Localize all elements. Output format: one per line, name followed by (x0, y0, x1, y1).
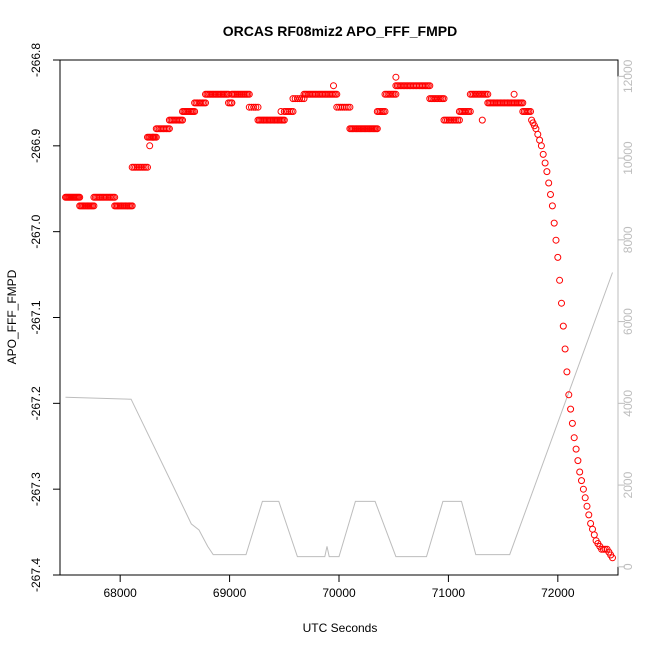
y-axis-label: APO_FFF_FMPD (5, 269, 19, 364)
x-tick-label: 72000 (541, 586, 575, 600)
data-point (583, 502, 591, 510)
data-point (578, 477, 585, 485)
data-point (289, 95, 297, 103)
y2-tick-label: 10000 (621, 141, 635, 175)
data-point (333, 90, 341, 98)
data-point (554, 253, 562, 261)
data-point (296, 95, 304, 103)
data-point (574, 457, 582, 465)
y-tick-label: -267.3 (29, 472, 43, 506)
data-point (179, 116, 186, 124)
data-point (373, 125, 381, 133)
data-point (280, 116, 288, 124)
data-point (579, 485, 587, 493)
data-point (552, 236, 560, 244)
data-point (568, 419, 576, 427)
data-point (558, 299, 565, 307)
data-point (330, 82, 337, 90)
altitude-line (65, 272, 613, 558)
data-point (570, 434, 578, 442)
data-point (510, 90, 518, 98)
data-point (576, 468, 584, 476)
data-point (609, 554, 616, 562)
x-tick-label: 69000 (213, 586, 247, 600)
data-point (550, 219, 558, 227)
data-point (128, 202, 136, 210)
data-point (572, 445, 580, 453)
data-point (547, 191, 554, 198)
data-point (563, 368, 571, 376)
data-point (440, 95, 448, 103)
data-point (561, 345, 569, 353)
data-point (484, 90, 492, 98)
data-point (289, 108, 297, 115)
data-point (392, 73, 400, 81)
data-point (146, 142, 154, 150)
data-point (252, 103, 260, 111)
data-point (291, 95, 299, 103)
y-tick-label: -266.8 (29, 43, 43, 77)
y-tick-label: -267.2 (29, 386, 43, 420)
data-point (581, 494, 589, 502)
data-point (556, 276, 564, 284)
y2-tick-label: 12000 (621, 59, 635, 93)
data-point (342, 103, 350, 111)
x-tick-label: 68000 (103, 586, 137, 600)
data-point (298, 95, 306, 103)
x-tick-label: 70000 (322, 586, 356, 600)
data-point (277, 108, 285, 115)
data-point (545, 179, 553, 187)
data-point (426, 82, 434, 90)
altitude-layer (65, 272, 613, 558)
axes-layer: 68000 69000 70000 71000 72000 -267.4 -267.3 -26… (29, 43, 635, 600)
y2-tick-label: 0 (621, 563, 635, 570)
data-point (539, 150, 547, 158)
data-point (585, 511, 593, 519)
data-point (76, 193, 84, 201)
data-point (527, 108, 534, 115)
data-point (519, 99, 527, 107)
data-point (559, 322, 567, 330)
data-point (250, 103, 258, 111)
data-point (165, 125, 173, 133)
points-layer (62, 73, 616, 562)
data-point (152, 133, 160, 141)
data-point (111, 193, 119, 201)
data-point (455, 116, 463, 124)
data-point (144, 163, 151, 171)
data-point (346, 103, 354, 111)
y-tick-label: -267.4 (29, 558, 43, 592)
y-tick-label: -266.9 (29, 128, 43, 162)
data-point (202, 99, 209, 107)
data-point (541, 159, 549, 167)
data-point (254, 103, 262, 111)
data-point (478, 116, 486, 124)
data-point (537, 142, 545, 150)
data-point (90, 202, 98, 210)
data-point (293, 95, 301, 103)
y2-tick-label: 8000 (621, 226, 635, 253)
data-point (466, 108, 474, 115)
data-point (543, 168, 551, 176)
data-point (381, 108, 389, 115)
data-point (392, 90, 400, 98)
x-axis-label: UTC Seconds (303, 621, 378, 635)
y2-tick-label: 6000 (621, 308, 635, 335)
data-point (565, 391, 573, 399)
data-point (567, 405, 575, 413)
data-point (228, 99, 236, 107)
x-tick-label: 71000 (432, 586, 466, 600)
y2-tick-label: 4000 (621, 390, 635, 417)
chart-title: ORCAS RF08miz2 APO_FFF_FMPD (223, 23, 457, 39)
data-point (548, 202, 556, 210)
y-tick-label: -267.1 (29, 300, 43, 334)
data-point (191, 108, 199, 115)
y-tick-label: -267.0 (29, 214, 43, 248)
data-point (149, 133, 157, 141)
data-point (245, 90, 253, 98)
y2-tick-label: 2000 (621, 471, 635, 498)
